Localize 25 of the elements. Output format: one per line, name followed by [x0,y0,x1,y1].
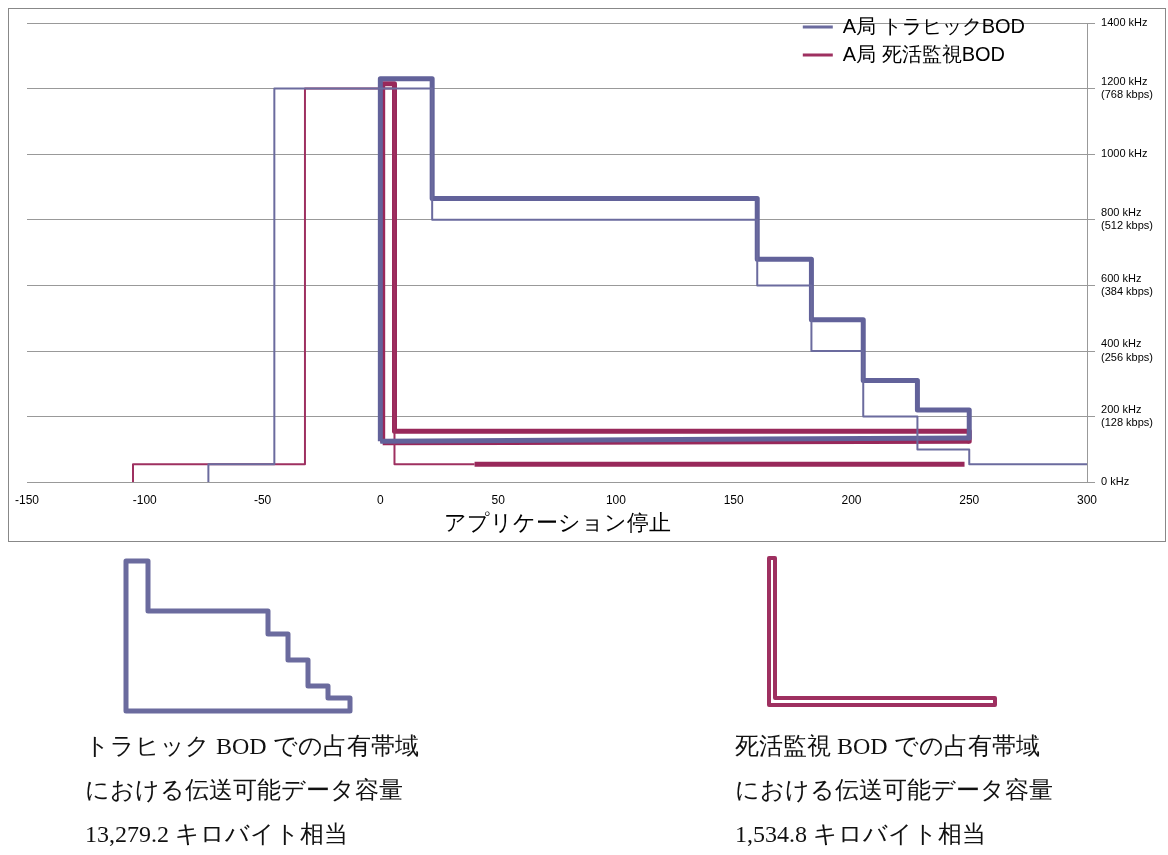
x-tick-label: 300 [1077,492,1098,507]
x-tick-label: 150 [723,492,745,507]
x-tick-label: 50 [491,492,506,507]
legend-label: A局 死活監視BOD [842,42,1006,65]
y-tick-label: 400 kHz (256 kbps) [1101,337,1154,363]
legend-label: A局 トラヒックBOD [842,14,1026,37]
text: 1,534.8 キロバイト相当 [735,820,986,849]
x-tick-label: -50 [253,492,272,507]
text: 死活監視 BOD での占有帯域における伝送可能データ容量 [735,732,1054,805]
x-tick-label: 0 [377,492,384,507]
y-tick-label: 1200 kHz (768 kbps) [1101,75,1154,101]
x-tick-label: -150 [14,492,40,507]
y-tick-label: 1000 kHz [1101,147,1148,160]
y-tick-label: 200 kHz (128 kbps) [1101,403,1154,429]
x-tick-label: 250 [959,492,980,507]
text: トラヒック BOD での占有帯域における伝送可能データ容量 [85,732,420,805]
text: 13,279.2 キロバイト相当 [85,820,348,849]
x-tick-label: -100 [132,492,158,507]
x-axis-title: アプリケーション停止 [443,509,671,535]
y-tick-label: 0 kHz [1101,475,1130,488]
y-tick-label: 1400 kHz [1101,16,1148,29]
y-tick-label: 800 kHz (512 kbps) [1101,206,1154,232]
x-tick-label: 100 [605,492,627,507]
y-tick-label: 600 kHz (384 kbps) [1101,271,1154,298]
x-tick-label: 200 [841,492,862,507]
